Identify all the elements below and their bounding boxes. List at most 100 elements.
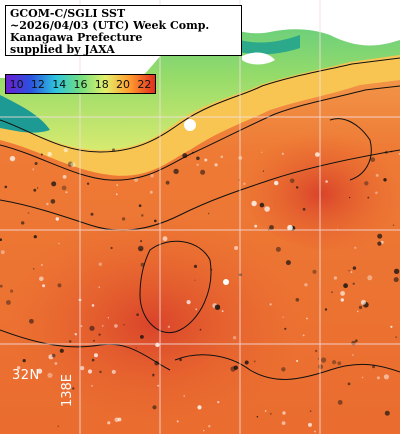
cloud-speckle — [140, 335, 144, 339]
cloud-speckle — [360, 299, 366, 305]
land-peninsula — [242, 52, 275, 65]
cloud-speckle — [204, 158, 208, 162]
cloud-speckles — [0, 148, 400, 433]
cloud-speckle — [107, 317, 109, 319]
cloud-speckle — [99, 370, 102, 374]
cloud-speckle — [214, 163, 218, 167]
cloud-speckle — [173, 168, 179, 175]
title-line: GCOM-C/SGLI SST — [10, 7, 126, 20]
cloud-speckle — [285, 260, 291, 266]
cloud-speckle — [358, 305, 363, 310]
cloud-speckle — [123, 324, 125, 326]
cloud-speckle — [196, 156, 200, 161]
cloud-speckle — [33, 188, 37, 192]
cloud-speckle — [50, 199, 56, 204]
cloud-speckle — [197, 405, 202, 410]
cloud-speckle — [34, 162, 38, 165]
cloud-speckle — [356, 310, 359, 313]
cloud-speckle — [352, 266, 357, 270]
cloud-speckle — [367, 196, 370, 199]
cloud-speckle — [343, 283, 348, 289]
cloud-speckle — [340, 298, 344, 302]
cloud-speckle — [377, 241, 382, 246]
cloud-speckle — [9, 155, 16, 162]
cloud-speckle — [383, 178, 387, 182]
cloud-speckle — [274, 180, 279, 186]
cloud-speckle — [4, 185, 8, 189]
cloud-speckle — [351, 340, 356, 346]
cloud-speckle — [51, 181, 57, 187]
cloud-speckle — [347, 382, 351, 386]
cloud-speckle — [251, 200, 257, 207]
cloud-speckle — [384, 410, 390, 416]
cloud-speckle — [51, 353, 56, 358]
cloud-speckle — [48, 354, 54, 360]
cloud-speckle — [354, 246, 357, 249]
coastal-teal-2 — [240, 35, 300, 55]
cloud-speckle — [200, 169, 206, 175]
cloud-speckle — [393, 277, 399, 283]
cloud-speckle — [65, 191, 68, 194]
cloud-speckle — [138, 204, 142, 207]
cloud-speckle — [47, 152, 52, 157]
cloud-speckle — [152, 374, 155, 377]
cloud-speckle — [154, 219, 157, 223]
cloud-speckle — [289, 178, 295, 184]
title-line: supplied by JAXA — [10, 43, 115, 56]
cloud-speckle — [324, 308, 328, 311]
cloud-speckle — [22, 359, 26, 363]
cloud-speckle — [254, 224, 258, 228]
cloud-speckle — [0, 238, 2, 241]
cloud-speckle — [261, 151, 263, 153]
cloud-speckle — [269, 303, 272, 306]
cloud-speckle — [195, 308, 198, 311]
cloud-speckle — [281, 421, 286, 425]
cloud-speckle — [32, 168, 35, 171]
cloud-speckle — [349, 196, 351, 199]
title-line: ~2026/04/03 (UTC) Week Comp. — [10, 19, 210, 32]
cloud-speckle — [302, 334, 305, 337]
cloud-speckle — [80, 325, 83, 327]
cloud-speckle — [296, 186, 299, 189]
island — [223, 279, 229, 285]
legend-tick-label: 14 — [52, 77, 67, 91]
cloud-speckle — [5, 300, 11, 305]
cloud-speckle — [312, 269, 317, 274]
cloud-speckle — [308, 422, 312, 427]
cloud-speckle — [333, 276, 337, 280]
cloud-speckle — [281, 152, 284, 155]
cloud-speckle — [91, 358, 95, 362]
cloud-speckle — [234, 246, 239, 250]
cloud-speckle — [370, 157, 376, 163]
cloud-speckle — [98, 262, 103, 266]
contour-line — [0, 57, 400, 153]
contour-line — [0, 329, 171, 371]
cloud-speckle — [393, 268, 400, 274]
cloud-speckle — [232, 336, 237, 340]
cloud-speckle — [63, 148, 68, 153]
cloud-speckle — [57, 425, 60, 428]
contour-line — [174, 354, 400, 380]
cloud-speckle — [390, 325, 393, 328]
cloud-speckle — [352, 282, 355, 285]
cloud-speckle — [264, 410, 267, 412]
cloud-speckle — [37, 368, 43, 374]
cloud-speckle — [140, 240, 143, 243]
cloud-speckle — [332, 360, 337, 365]
cloud-speckle — [196, 163, 199, 166]
cloud-speckle — [94, 353, 98, 358]
cloud-speckle — [90, 384, 93, 387]
legend-tick-label: 16 — [73, 77, 88, 91]
cloud-speckle — [10, 289, 14, 293]
cloud-speckle — [98, 333, 101, 336]
cloud-speckle — [39, 276, 44, 282]
cloud-speckle — [217, 401, 220, 404]
cloud-speckle — [317, 358, 320, 360]
cloud-speckle — [221, 310, 224, 312]
cloud-speckle — [141, 214, 144, 217]
cloud-speckle — [296, 359, 299, 363]
cloud-speckle — [42, 284, 46, 288]
cloud-speckle — [74, 333, 78, 336]
cloud-speckle — [136, 313, 139, 317]
